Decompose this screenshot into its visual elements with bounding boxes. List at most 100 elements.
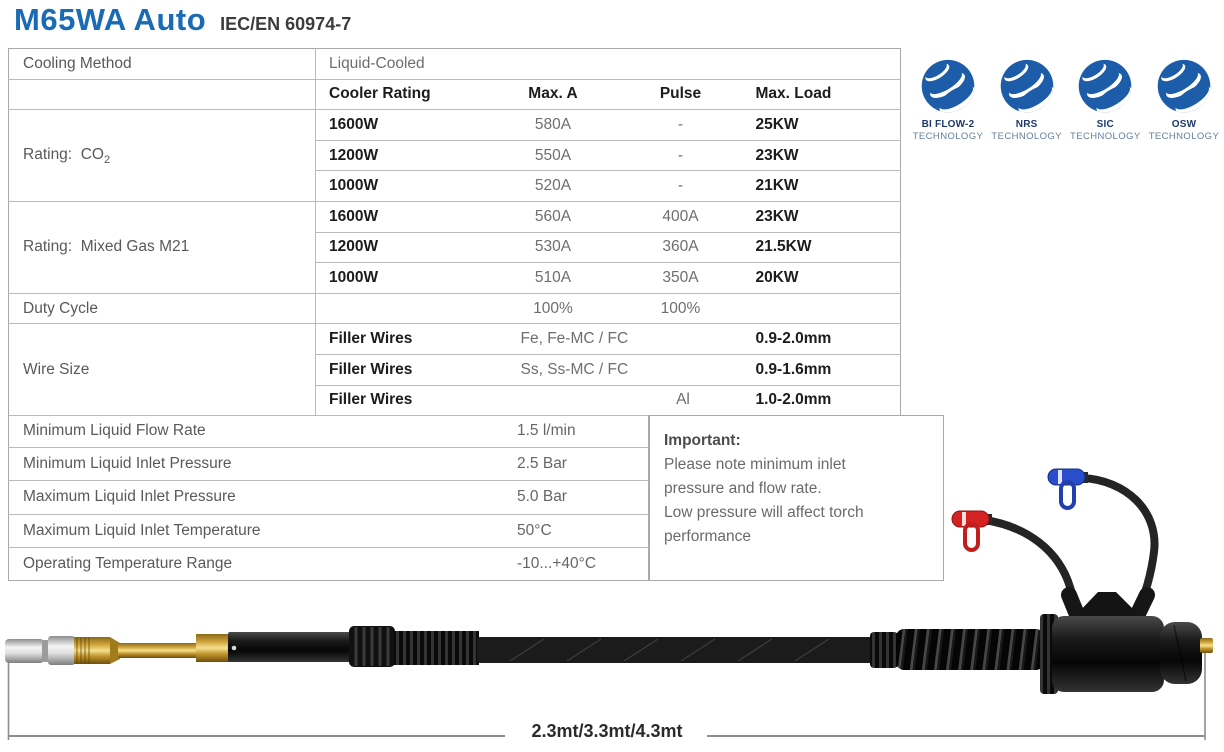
table-row: Wire Size Filler Wires Fe, Fe-MC / FC 0.… — [8, 323, 901, 417]
spec-cell: Filler Wires — [315, 385, 491, 417]
spec-cell: 23KW — [745, 201, 901, 233]
logo-sic: SIC TECHNOLOGY — [1067, 58, 1143, 142]
spec-cell: 520A — [490, 170, 616, 202]
logo-osw: OSW TECHNOLOGY — [1146, 58, 1222, 142]
spec-cell: 1200W — [315, 140, 491, 172]
spec-label: Maximum Liquid Inlet Pressure — [8, 480, 516, 515]
spec-cell: 560A — [490, 201, 616, 233]
table-row: 1000W 510A 350A 20KW — [9, 262, 901, 294]
spec-cell: 1.0-2.0mm — [745, 385, 901, 417]
logo-name: OSW — [1171, 119, 1197, 130]
note-line: performance — [664, 528, 752, 545]
wire-size-label: Wire Size — [8, 323, 316, 417]
spec-cell: 1200W — [315, 232, 491, 264]
spec-cell: Fe, Fe-MC / FC — [490, 323, 746, 355]
spec-cell: Al — [490, 385, 746, 417]
note-line: Low pressure will affect torch — [664, 504, 864, 521]
table-row: Cooler Rating Max. A Pulse Max. Load — [8, 79, 901, 111]
spec-label: Minimum Liquid Flow Rate — [8, 415, 516, 449]
spec-cell: - — [615, 140, 746, 172]
spec-value: 1.5 l/min — [516, 415, 649, 449]
spec-cell: 550A — [490, 140, 616, 172]
blue-valve — [1047, 468, 1088, 510]
important-note: Important: Please note minimum inlet pre… — [649, 415, 944, 581]
standard-reference: IEC/EN 60974-7 — [220, 14, 352, 34]
empty-cell — [8, 79, 316, 111]
spec-value: 5.0 Bar — [516, 480, 649, 515]
spec-cell: 1600W — [315, 109, 491, 141]
spec-value: 50°C — [516, 514, 649, 548]
empty-cell — [315, 293, 491, 325]
note-line: pressure and flow rate. — [664, 480, 822, 497]
column-header-cooler-rating: Cooler Rating — [315, 79, 491, 111]
globe-swoosh-icon — [1157, 59, 1213, 114]
liquid-specs-region: Minimum Liquid Flow Rate 1.5 l/min Minim… — [8, 415, 944, 581]
technology-logos: BI FLOW-2 TECHNOLOGY NRS TECHNOLOGY — [910, 58, 1222, 142]
note-title: Important: — [664, 432, 741, 449]
table-row: Maximum Liquid Inlet Temperature 50°C — [8, 514, 649, 548]
spec-cell: 530A — [490, 232, 616, 264]
liquid-specs-table: Minimum Liquid Flow Rate 1.5 l/min Minim… — [8, 415, 649, 581]
spec-cell: 100% — [490, 293, 616, 325]
table-row: 1200W 530A 360A 21.5KW — [9, 232, 901, 264]
column-header-pulse: Pulse — [615, 79, 746, 111]
rating-co2-label: Rating: CO2 — [8, 109, 316, 202]
table-row: 1000W 520A - 21KW — [9, 170, 901, 202]
spec-cell: 350A — [615, 262, 746, 294]
welding-torch-illustration — [5, 468, 1213, 740]
spec-cell: 0.9-2.0mm — [745, 323, 901, 355]
spec-value: 2.5 Bar — [516, 447, 649, 482]
spec-cell: 400A — [615, 201, 746, 233]
cooling-method-label: Cooling Method — [8, 48, 316, 80]
torch-cable — [349, 626, 1044, 670]
table-row: Rating: Mixed Gas M21 1600W 560A 400A 23… — [8, 201, 901, 294]
spec-cell: 20KW — [745, 262, 901, 294]
dimension-lines — [7, 650, 1206, 740]
globe-swoosh-icon — [1079, 59, 1134, 114]
spec-cell: 580A — [490, 109, 616, 141]
spec-cell: 21KW — [745, 170, 901, 202]
spec-cell: 1000W — [315, 262, 491, 294]
table-row: Maximum Liquid Inlet Pressure 5.0 Bar — [8, 480, 649, 515]
table-row: Cooling Method Liquid-Cooled — [8, 48, 901, 80]
duty-cycle-label: Duty Cycle — [8, 293, 316, 325]
product-title: M65WA Auto — [14, 2, 207, 37]
spec-cell: 21.5KW — [745, 232, 901, 264]
spec-cell: 510A — [490, 262, 616, 294]
spec-cell: Ss, Ss-MC / FC — [490, 354, 746, 386]
logo-type: TECHNOLOGY — [1070, 131, 1141, 142]
header: M65WA Auto IEC/EN 60974-7 — [14, 2, 351, 38]
logo-type: TECHNOLOGY — [912, 131, 984, 142]
logo-name: SIC — [1096, 119, 1114, 130]
table-row: Minimum Liquid Flow Rate 1.5 l/min — [8, 415, 649, 449]
note-line: Please note minimum inlet — [664, 456, 846, 473]
red-valve — [951, 510, 992, 552]
spec-cell: 100% — [615, 293, 746, 325]
spec-table: Cooling Method Liquid-Cooled Cooler Rati… — [8, 48, 902, 417]
globe-swoosh-icon — [921, 59, 977, 114]
spec-cell: 0.9-1.6mm — [745, 354, 901, 386]
logo-name: BI FLOW-2 — [921, 119, 975, 130]
column-header-max-a: Max. A — [490, 79, 616, 111]
logo-type: TECHNOLOGY — [991, 131, 1062, 142]
spec-cell: 1600W — [315, 201, 491, 233]
spec-label: Operating Temperature Range — [23, 554, 233, 572]
torch-front-end — [5, 632, 351, 665]
empty-cell — [745, 293, 901, 325]
table-row: Minimum Liquid Inlet Pressure 2.5 Bar — [8, 447, 649, 482]
logo-nrs: NRS TECHNOLOGY — [989, 58, 1065, 142]
spec-cell: Filler Wires — [315, 323, 491, 355]
spec-label: Minimum Liquid Inlet Pressure — [8, 447, 516, 482]
table-row: Rating: CO2 1600W 580A - 25KW — [8, 109, 901, 202]
table-row: Filler Wires Ss, Ss-MC / FC 0.9-1.6mm — [9, 354, 901, 386]
torch-rear-connector — [1040, 587, 1213, 694]
logo-name: NRS — [1015, 119, 1038, 130]
column-header-max-load: Max. Load — [745, 79, 901, 111]
table-row: 1200W 550A - 23KW — [9, 140, 901, 172]
spec-value: -10...+40°C — [517, 554, 597, 572]
table-row: Duty Cycle 100% 100% — [8, 293, 901, 325]
spec-cell: 360A — [615, 232, 746, 264]
logo-bi-flow-2: BI FLOW-2 TECHNOLOGY — [910, 58, 986, 142]
spec-label: Maximum Liquid Inlet Temperature — [8, 514, 516, 548]
